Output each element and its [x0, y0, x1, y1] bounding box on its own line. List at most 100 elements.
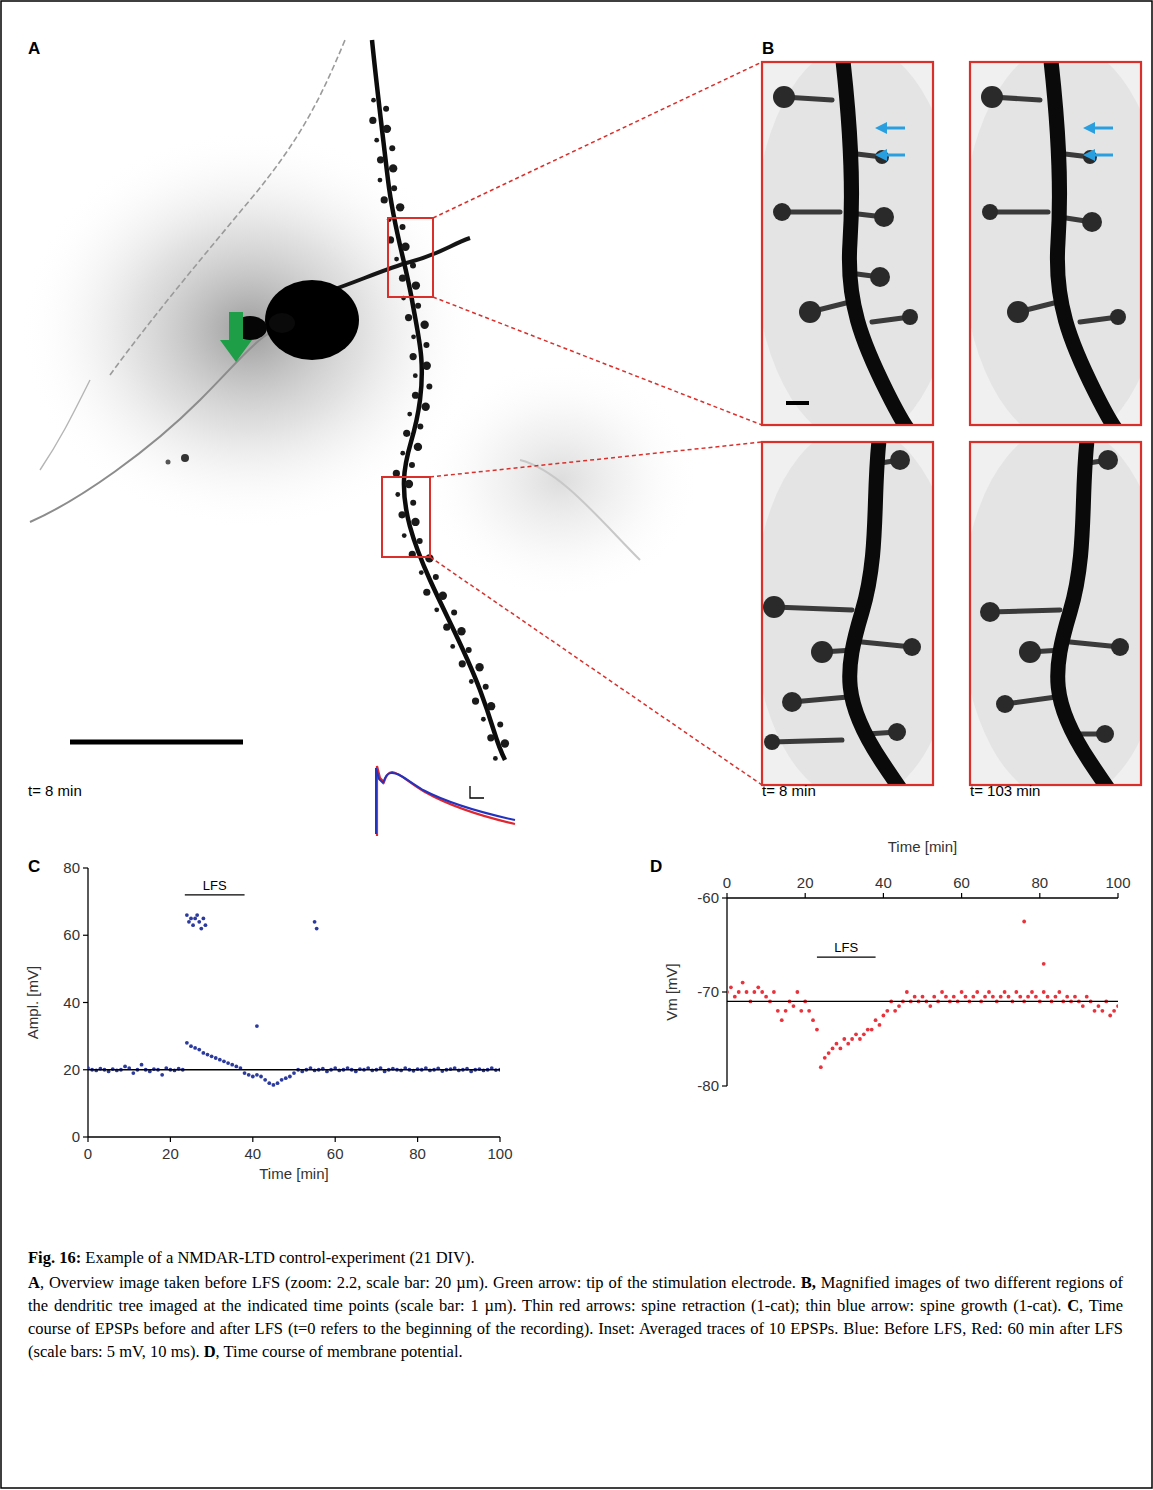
data-point: [1057, 990, 1061, 994]
data-point: [123, 1064, 127, 1068]
spine: [387, 236, 394, 243]
data-point: [127, 1066, 131, 1070]
x-tick: [961, 893, 962, 898]
y-axis: [87, 868, 88, 1137]
lfs-bar: [817, 957, 876, 958]
panel-a-image: [20, 40, 700, 761]
spine-neck: [772, 740, 842, 742]
x-tick-label: 20: [797, 874, 814, 891]
x-tick-label: 0: [84, 1145, 92, 1162]
data-point: [383, 1070, 387, 1074]
spine: [387, 217, 392, 222]
data-point: [1038, 1000, 1042, 1004]
data-point: [1042, 962, 1046, 966]
x-tick-label: 0: [723, 874, 731, 891]
data-point: [964, 995, 968, 999]
spine: [423, 362, 431, 370]
y-tick-label: 20: [63, 1061, 80, 1078]
thin-dendrite: [30, 320, 300, 522]
data-point: [370, 1069, 374, 1073]
spine-neck: [810, 302, 850, 312]
spine: [487, 702, 495, 710]
data-point: [354, 1070, 358, 1074]
data-point: [276, 1081, 280, 1085]
blue-arrow: [875, 149, 905, 161]
data-point: [160, 1073, 164, 1077]
electrode-tip: [269, 313, 295, 333]
data-point: [960, 990, 964, 994]
electrode-tip: [233, 316, 267, 340]
data-point: [979, 1000, 983, 1004]
data-point: [925, 1000, 929, 1004]
data-point: [280, 1078, 284, 1082]
data-point: [469, 1070, 473, 1074]
spine-head: [1019, 641, 1041, 663]
trace-after: [377, 766, 515, 836]
spine: [371, 98, 376, 103]
data-point: [983, 995, 987, 999]
frame: [1, 1, 1152, 1488]
inset-traces: [376, 766, 515, 836]
data-point: [854, 1032, 858, 1036]
soma: [265, 280, 359, 360]
data-point: [494, 1068, 498, 1072]
data-point: [948, 1000, 952, 1004]
baseline: [727, 1001, 1118, 1002]
spine-neck: [862, 642, 912, 647]
spine-head: [890, 450, 910, 470]
spine: [413, 373, 418, 378]
data-point: [1014, 990, 1018, 994]
time-label: t= 8 min: [28, 782, 82, 799]
data-point: [944, 995, 948, 999]
spine-neck: [872, 317, 910, 322]
spine-head: [1082, 212, 1102, 232]
data-point: [98, 1067, 102, 1071]
data-point: [811, 1018, 815, 1022]
data-point: [107, 1070, 111, 1074]
panel-letter: C: [28, 857, 40, 876]
data-point: [956, 1000, 960, 1004]
zoom-dendrite: [1058, 442, 1130, 785]
zoom-frame: [970, 442, 1141, 785]
roi-box: [388, 218, 433, 297]
y-tick: [83, 867, 88, 868]
data-point: [1011, 1000, 1015, 1004]
spine: [493, 756, 498, 761]
spine: [466, 647, 472, 653]
data-point: [478, 1067, 482, 1071]
annotation: LFS: [834, 940, 858, 955]
spine-neck: [784, 97, 832, 100]
data-point: [733, 995, 737, 999]
spine: [381, 196, 388, 203]
data-point: [1018, 995, 1022, 999]
spine-neck: [792, 697, 848, 702]
spine-head: [1083, 150, 1097, 164]
data-point: [486, 1068, 490, 1072]
data-point: [1026, 995, 1030, 999]
caption-label: D: [204, 1342, 216, 1361]
spine: [483, 684, 489, 690]
data-point: [140, 1063, 144, 1067]
spine: [423, 342, 429, 348]
data-point: [968, 1000, 972, 1004]
spine: [411, 518, 419, 526]
x-tick-label: 80: [409, 1145, 426, 1162]
data-point: [136, 1068, 140, 1072]
data-point: [858, 1037, 862, 1041]
y-axis-title: Vm [mV]: [663, 963, 680, 1021]
data-point: [210, 1054, 214, 1058]
x-axis-title: Time [min]: [888, 838, 957, 855]
spine-neck: [782, 210, 840, 215]
data-point: [173, 1069, 177, 1073]
data-point: [337, 1069, 341, 1073]
data-point: [795, 990, 799, 994]
x-tick: [805, 893, 806, 898]
data-point: [191, 923, 195, 927]
spine: [400, 451, 405, 456]
data-point: [838, 1047, 842, 1051]
data-point: [259, 1075, 263, 1079]
data-point: [296, 1068, 300, 1072]
data-point: [1089, 1000, 1093, 1004]
spine: [412, 392, 419, 399]
data-point: [1065, 995, 1069, 999]
